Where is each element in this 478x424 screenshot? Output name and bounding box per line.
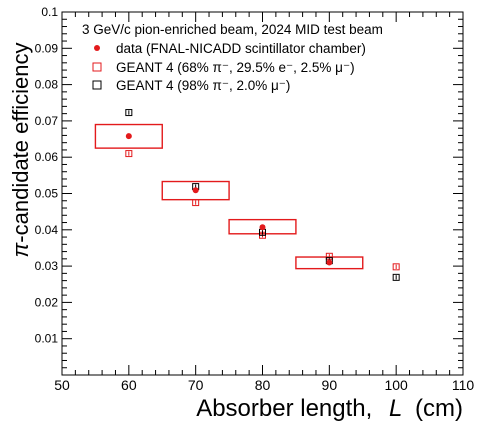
data-point: [192, 187, 199, 194]
x-tick-label: 70: [188, 377, 204, 393]
y-axis-label: π-candidate efficiency: [8, 43, 33, 258]
y-tick-label: 0.01: [35, 332, 59, 346]
chart-title: 3 GeV/c pion-enriched beam, 2024 MID tes…: [82, 22, 383, 37]
x-tick-label: 80: [255, 377, 271, 393]
y-axis-label-text: -candidate efficiency: [8, 43, 33, 243]
y-tick-label: 0.04: [35, 223, 59, 237]
g4mix-point: [192, 199, 200, 207]
x-tick-label: 60: [121, 377, 137, 393]
y-tick-label: 0.09: [35, 41, 59, 55]
g4pure-point: [392, 273, 400, 281]
g4pure-point: [125, 109, 133, 117]
data-syst-box: [94, 123, 163, 149]
x-tick-label: 50: [54, 377, 70, 393]
legend-label-geant4-mix: GEANT 4 (68% π⁻, 29.5% e⁻, 2.5% μ⁻): [116, 60, 355, 75]
g4mix-point: [125, 150, 133, 158]
x-tick-label: 90: [322, 377, 338, 393]
y-tick-label: 0.08: [35, 78, 59, 92]
data-point: [125, 133, 132, 140]
legend-marker-data: [94, 45, 100, 51]
data-point: [326, 259, 333, 266]
data-point: [259, 224, 266, 231]
x-axis-label-text: Absorber length,: [196, 395, 372, 422]
x-axis-label-unit: (cm): [415, 395, 463, 422]
legend-marker-geant4-mix: [92, 62, 102, 72]
y-tick-label: 0.06: [35, 150, 59, 164]
y-tick-label: 0.03: [35, 259, 59, 273]
data-series: [94, 109, 400, 281]
legend-marker-geant4-pure: [92, 80, 102, 90]
legend: data (FNAL-NICADD scintillator chamber) …: [92, 41, 366, 93]
x-tick-label: 110: [452, 377, 475, 393]
y-tick-label: 0.07: [35, 114, 59, 128]
legend-label-data: data (FNAL-NICADD scintillator chamber): [116, 41, 366, 56]
x-axis-label: Absorber length, L (cm): [196, 395, 463, 422]
y-axis-label-symbol: π: [8, 241, 33, 257]
legend-label-geant4-pure: GEANT 4 (98% π⁻, 2.0% μ⁻): [116, 78, 290, 93]
y-tick-label: 0.05: [35, 187, 59, 201]
y-tick-label: 0.1: [41, 5, 58, 19]
x-axis-label-var: L: [389, 395, 402, 422]
g4mix-point: [392, 263, 400, 271]
y-tick-label: 0.02: [35, 295, 59, 309]
x-tick-label: 100: [384, 377, 408, 393]
axis-ticks: 50 60 70 80 90 100 110 0.01 0.02 0.03 0.04 0.05 0.06…: [35, 5, 475, 393]
